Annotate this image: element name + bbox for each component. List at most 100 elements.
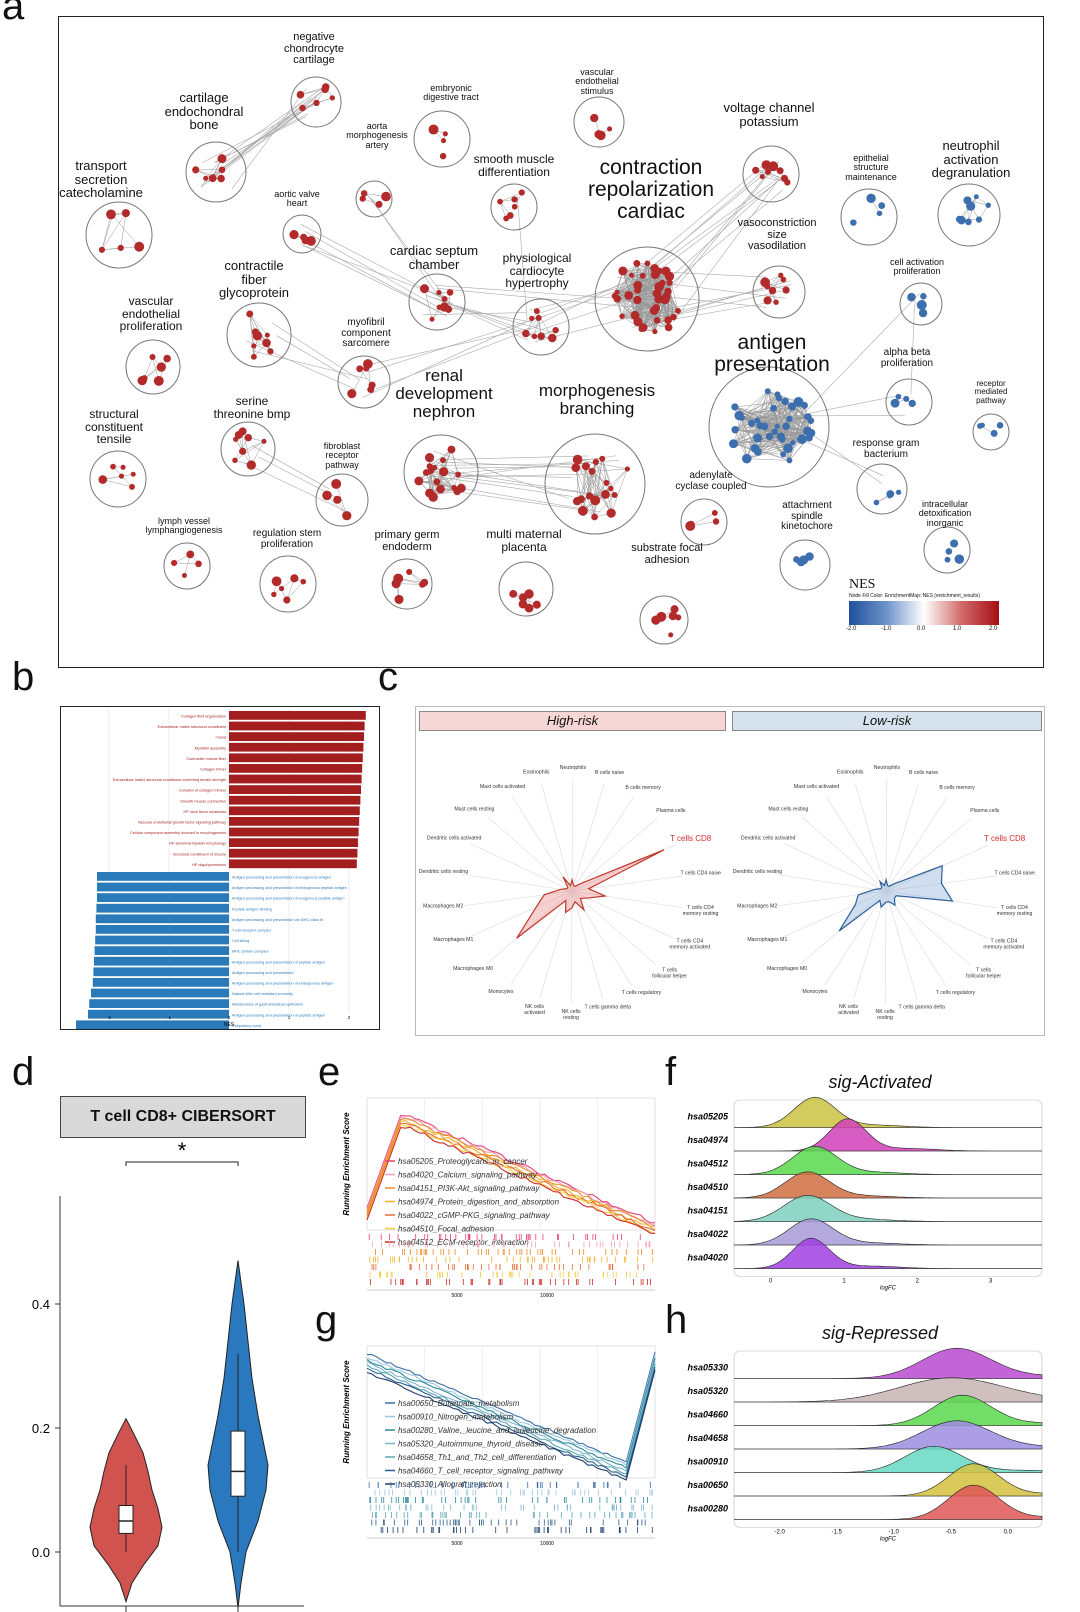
term-up: I band bbox=[215, 736, 226, 740]
cluster-c14[interactable] bbox=[512, 298, 570, 356]
node-edge bbox=[101, 215, 113, 250]
term-up: Collagen fibril organization bbox=[181, 715, 226, 719]
network-node bbox=[367, 386, 375, 394]
cluster-c30[interactable] bbox=[779, 539, 831, 591]
cluster-ring bbox=[226, 302, 292, 368]
ridge-row-label: hsa04020 bbox=[687, 1253, 728, 1263]
network-node bbox=[181, 572, 187, 579]
radar-axis-label: T cells CD4 memory resting bbox=[997, 905, 1033, 917]
cluster-ring bbox=[355, 180, 393, 218]
radar-axis-label: Plasma cells bbox=[970, 808, 1000, 814]
cluster-c5[interactable] bbox=[573, 96, 625, 148]
node-edge bbox=[739, 415, 810, 439]
cluster-c19[interactable] bbox=[337, 355, 391, 409]
cluster-c13[interactable] bbox=[408, 273, 466, 331]
radar-shape bbox=[516, 849, 665, 939]
network-node bbox=[98, 246, 106, 253]
radar-spoke bbox=[539, 890, 573, 999]
cluster-c2[interactable] bbox=[185, 141, 247, 203]
node-edge bbox=[773, 408, 809, 438]
cluster-c26[interactable] bbox=[220, 421, 276, 477]
cluster-c6[interactable] bbox=[355, 180, 393, 218]
enrichment-curve bbox=[367, 1351, 656, 1463]
cluster-c29[interactable] bbox=[680, 498, 728, 546]
cluster-c11[interactable] bbox=[840, 188, 898, 246]
node-edge bbox=[534, 317, 539, 337]
network-node bbox=[624, 290, 634, 300]
cluster-c10[interactable] bbox=[742, 145, 800, 203]
term-up: HP oligohydramnios bbox=[192, 863, 226, 867]
cluster-c21[interactable] bbox=[885, 378, 933, 426]
network-node bbox=[117, 244, 124, 252]
cluster-ring bbox=[89, 450, 147, 508]
x-tick: 1 bbox=[288, 1015, 291, 1020]
cluster-c33[interactable] bbox=[259, 555, 317, 613]
radar-axis-label: B cells memory bbox=[625, 785, 661, 791]
cluster-c24[interactable] bbox=[544, 433, 646, 535]
ridge-density bbox=[734, 1118, 1042, 1152]
cluster-c32[interactable] bbox=[163, 542, 211, 590]
radar-axis-label: Mast cells activated bbox=[480, 784, 525, 790]
network-node bbox=[788, 402, 797, 411]
cluster-ring bbox=[742, 145, 800, 203]
node-edge bbox=[195, 169, 222, 179]
bar-up bbox=[229, 753, 363, 763]
node-edge bbox=[621, 274, 656, 317]
network-node bbox=[664, 287, 672, 296]
cluster-c36[interactable] bbox=[639, 595, 689, 645]
network-node bbox=[652, 304, 661, 312]
network-edge bbox=[442, 301, 555, 334]
cluster-c3[interactable] bbox=[85, 201, 153, 269]
cluster-c25[interactable] bbox=[89, 450, 147, 508]
network-node bbox=[778, 272, 784, 278]
cluster-c15[interactable] bbox=[752, 265, 806, 319]
radar-axis-label: B cells naive bbox=[909, 770, 938, 776]
cluster-c8[interactable] bbox=[282, 214, 322, 254]
cluster-label-c33: regulation stem proliferation bbox=[252, 528, 322, 550]
cluster-c28[interactable] bbox=[856, 463, 908, 515]
network-edge bbox=[458, 491, 588, 512]
cluster-ring bbox=[315, 473, 369, 527]
network-node bbox=[433, 478, 441, 486]
cluster-c16[interactable] bbox=[226, 302, 292, 368]
cluster-ring bbox=[573, 96, 625, 148]
cluster-ring bbox=[544, 433, 646, 535]
radar-spoke bbox=[540, 783, 573, 892]
cluster-c12[interactable] bbox=[937, 183, 1001, 247]
network-edge bbox=[251, 350, 368, 380]
network-node bbox=[668, 611, 678, 621]
cluster-c23[interactable] bbox=[403, 434, 479, 510]
radar-axis-label: T cells regulatory bbox=[622, 990, 662, 996]
network-node bbox=[267, 348, 274, 355]
radar-axis-label: Monocytes bbox=[802, 989, 827, 995]
panel-letter-g: g bbox=[315, 1298, 338, 1342]
cluster-c1[interactable] bbox=[290, 76, 342, 128]
network-node bbox=[965, 218, 972, 226]
node-edge bbox=[101, 247, 121, 251]
panel-letter-c: c bbox=[378, 655, 398, 699]
radar-spoke bbox=[460, 890, 573, 907]
cluster-c35[interactable] bbox=[498, 561, 554, 617]
network-node bbox=[171, 559, 178, 567]
network-edge bbox=[375, 324, 542, 390]
network-node bbox=[774, 423, 780, 429]
cluster-c9[interactable] bbox=[594, 246, 700, 352]
cluster-c20[interactable] bbox=[708, 366, 830, 488]
cluster-c4[interactable] bbox=[413, 110, 471, 168]
network-node bbox=[771, 428, 779, 436]
sig-bracket bbox=[125, 1161, 239, 1166]
cluster-c31[interactable] bbox=[923, 526, 971, 574]
nes-tick-3: 0.0 bbox=[917, 626, 926, 632]
cluster-c27[interactable] bbox=[315, 473, 369, 527]
cluster-c22[interactable] bbox=[972, 413, 1010, 451]
term-down: Antigen processing and presentation of e… bbox=[232, 982, 333, 986]
network-node bbox=[975, 216, 983, 223]
cluster-c17[interactable] bbox=[899, 282, 943, 326]
network-node bbox=[406, 568, 413, 575]
x-label: NES bbox=[224, 1022, 235, 1028]
cluster-c34[interactable] bbox=[381, 558, 433, 610]
cluster-c18[interactable] bbox=[125, 339, 181, 395]
cluster-c7[interactable] bbox=[490, 183, 538, 231]
network-node bbox=[430, 491, 437, 498]
nes-legend-subtitle: Node Fill Color: EnrichmentMap::NES (enr… bbox=[849, 593, 980, 599]
